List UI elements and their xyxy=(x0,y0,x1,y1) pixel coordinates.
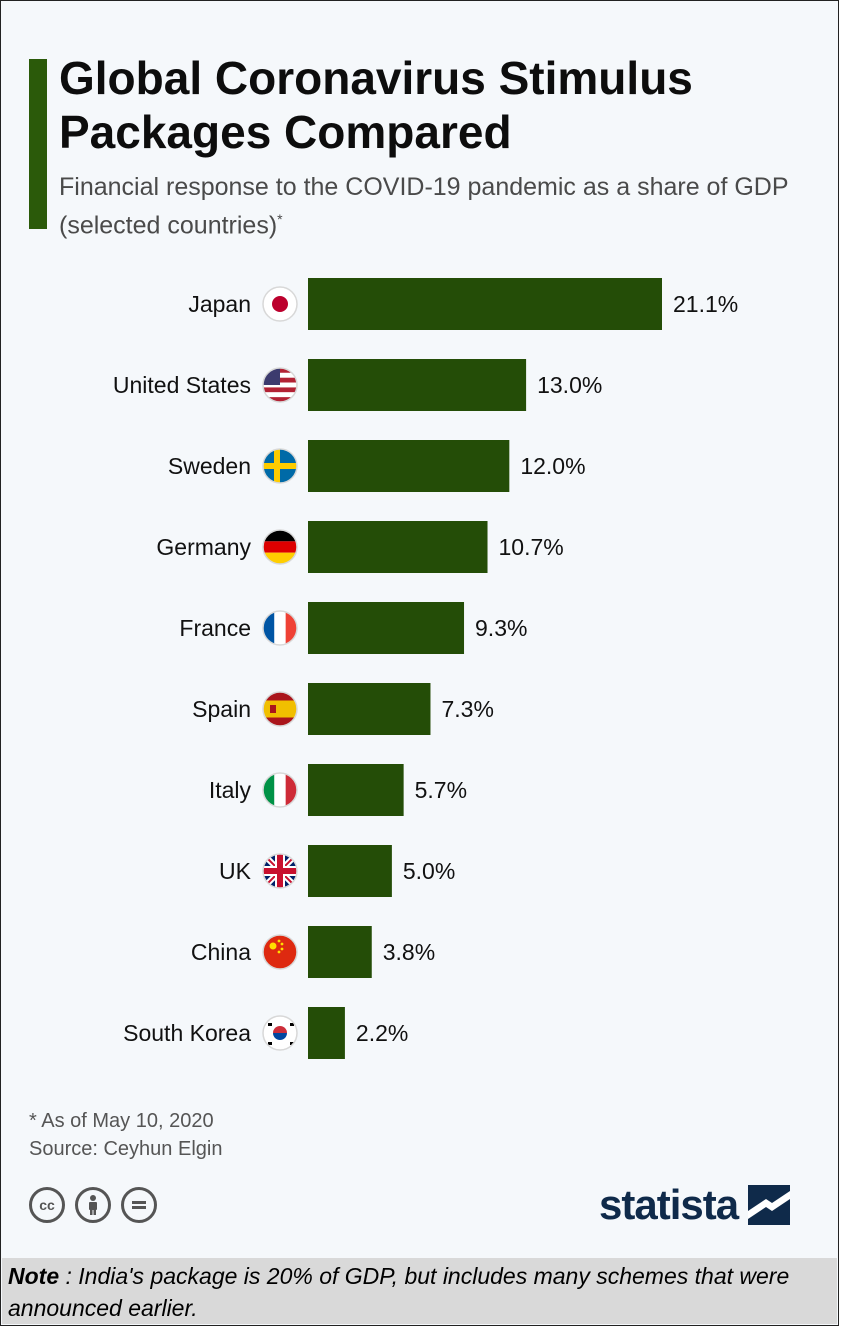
statista-logo[interactable]: statista xyxy=(599,1181,791,1229)
category-label-china: China xyxy=(191,939,251,965)
subtitle-asterisk: * xyxy=(277,211,283,227)
category-label-south-korea: South Korea xyxy=(123,1020,251,1046)
note-text: : India's package is 20% of GDP, but inc… xyxy=(8,1263,790,1321)
value-label-sweden: 12.0% xyxy=(520,453,585,479)
bar-germany xyxy=(308,521,488,573)
flag-icon-united-states xyxy=(262,367,298,403)
note-label: Note xyxy=(8,1263,60,1289)
category-label-japan: Japan xyxy=(188,291,251,317)
flag-icon-france xyxy=(262,610,298,646)
category-label-germany: Germany xyxy=(156,534,251,560)
category-label-sweden: Sweden xyxy=(168,453,251,479)
brand-name: statista xyxy=(599,1181,739,1228)
by-icon[interactable] xyxy=(75,1187,111,1223)
bar-uk xyxy=(308,845,392,897)
category-label-spain: Spain xyxy=(192,696,251,722)
value-label-south-korea: 2.2% xyxy=(356,1020,408,1046)
bar-japan xyxy=(308,278,662,330)
subtitle-text: Financial response to the COVID-19 pande… xyxy=(59,173,789,240)
value-label-spain: 7.3% xyxy=(441,696,493,722)
category-label-italy: Italy xyxy=(209,777,252,803)
category-label-united-states: United States xyxy=(113,372,251,398)
footnote-block: * As of May 10, 2020 Source: Ceyhun Elgi… xyxy=(29,1107,222,1163)
category-label-france: France xyxy=(179,615,251,641)
bar-italy xyxy=(308,764,404,816)
flag-icon-china xyxy=(262,934,298,970)
statista-mark-icon xyxy=(748,1185,791,1225)
license-icons: cc xyxy=(29,1187,157,1223)
bar-france xyxy=(308,602,465,654)
value-label-uk: 5.0% xyxy=(403,858,455,884)
footnote: * As of May 10, 2020 xyxy=(29,1110,214,1132)
title-accent-bar xyxy=(29,59,47,229)
flag-icon-italy xyxy=(262,772,298,808)
nd-icon[interactable] xyxy=(121,1187,157,1223)
flag-icon-germany xyxy=(262,529,298,565)
flag-icon-spain xyxy=(262,691,298,727)
value-label-germany: 10.7% xyxy=(499,534,564,560)
note-box: Note : India's package is 20% of GDP, bu… xyxy=(2,1258,837,1324)
value-label-united-states: 13.0% xyxy=(537,372,602,398)
bar-south-korea xyxy=(308,1007,345,1059)
value-label-japan: 21.1% xyxy=(673,291,738,317)
bar-chart: Japan 21.1% United States 13.0% Sweden 12.0% G… xyxy=(113,278,738,1059)
flag-icon-japan xyxy=(262,286,298,322)
chart-subtitle: Financial response to the COVID-19 pande… xyxy=(59,171,819,241)
cc-icon[interactable]: cc xyxy=(29,1187,65,1223)
chart-title: Global Coronavirus Stimulus Packages Com… xyxy=(59,52,693,158)
flag-icon-south-korea xyxy=(262,1015,298,1051)
bar-spain xyxy=(308,683,431,735)
flag-icon-sweden xyxy=(262,448,298,484)
category-label-uk: UK xyxy=(219,858,252,884)
source: Source: Ceyhun Elgin xyxy=(29,1138,223,1160)
value-label-italy: 5.7% xyxy=(415,777,467,803)
bar-sweden xyxy=(308,440,510,492)
value-label-france: 9.3% xyxy=(475,615,527,641)
value-label-china: 3.8% xyxy=(383,939,435,965)
flag-icon-uk xyxy=(262,853,298,889)
bar-china xyxy=(308,926,372,978)
bar-united-states xyxy=(308,359,527,411)
